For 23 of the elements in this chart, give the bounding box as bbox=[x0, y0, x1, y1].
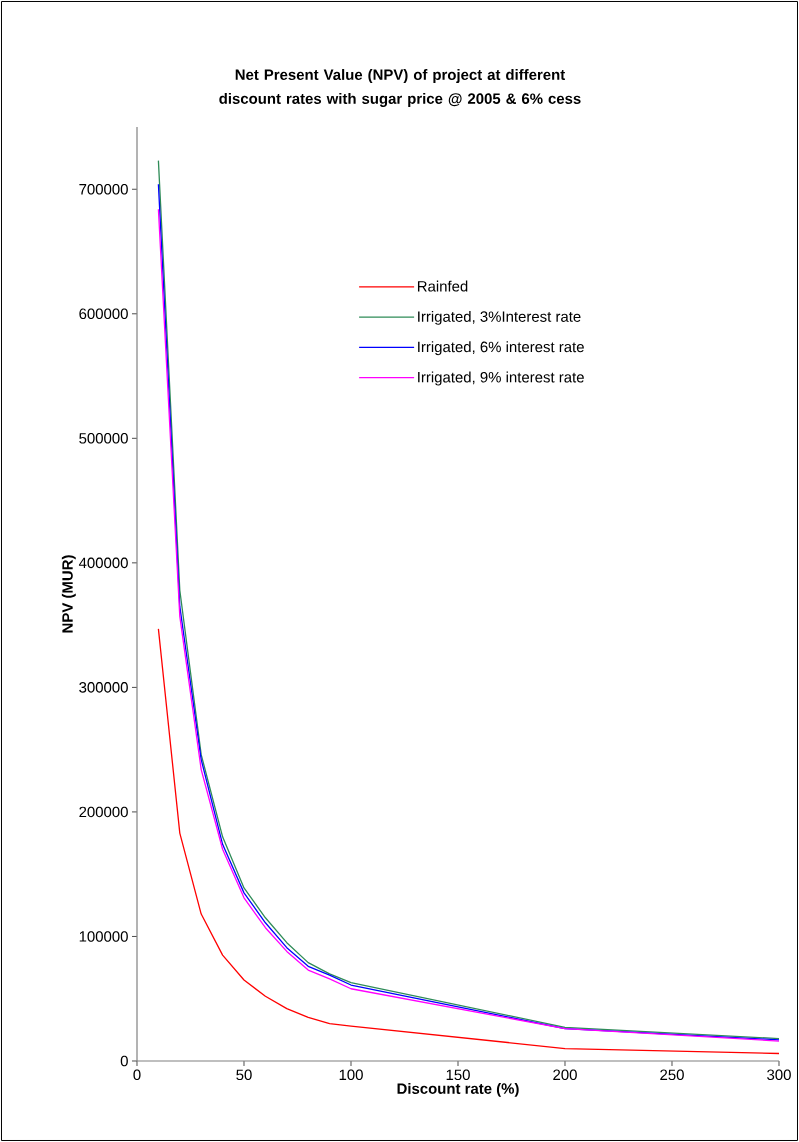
legend-label: Irrigated, 3%Interest rate bbox=[418, 310, 581, 325]
y-axis-title: NPV (MUR) bbox=[61, 555, 76, 633]
line-series bbox=[157, 628, 780, 1055]
y-tick-label: 100000 bbox=[79, 931, 128, 942]
y-tick-label: 0 bbox=[120, 1055, 128, 1067]
y-tick-label: 400000 bbox=[78, 557, 128, 569]
legend-label: Irrigated, 9% interest rate bbox=[418, 371, 584, 386]
y-tick-label: 600000 bbox=[79, 308, 128, 320]
chart-title: Net Present Value (NPV) of project at different discount rates with sugar price @ 2005 & 6% cess bbox=[219, 69, 581, 107]
x-tick-label: 250 bbox=[660, 1069, 684, 1081]
y-tick-label: 700000 bbox=[79, 183, 128, 195]
legend-label: Rainfed bbox=[417, 280, 468, 292]
y-tick-label: 300000 bbox=[79, 682, 128, 693]
legend-label: Irrigated, 6% interest rate bbox=[418, 341, 584, 356]
x-tick-label: 300 bbox=[767, 1069, 791, 1081]
x-tick-label: 100 bbox=[339, 1069, 363, 1081]
x-axis-title: Discount rate (%) bbox=[397, 1082, 519, 1097]
x-tick-label: 200 bbox=[553, 1069, 577, 1081]
x-tick-label: 0 bbox=[133, 1069, 141, 1081]
y-tick-label: 500000 bbox=[79, 433, 128, 444]
x-tick-label: 50 bbox=[236, 1069, 252, 1081]
y-tick-label: 200000 bbox=[79, 806, 128, 818]
x-tick-label: 150 bbox=[446, 1069, 470, 1081]
